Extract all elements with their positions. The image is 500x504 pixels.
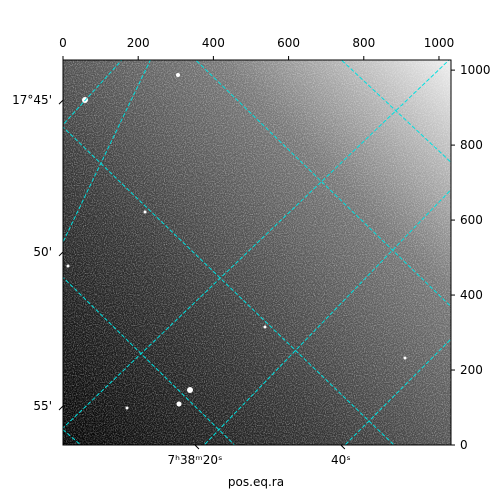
dec-tick bbox=[58, 405, 64, 411]
x-axis-label: pos.eq.ra bbox=[228, 475, 284, 489]
ra-tick-label: 40ˢ bbox=[331, 453, 351, 467]
y-tick-label: 600 bbox=[460, 213, 483, 227]
x-tick-label: 200 bbox=[127, 36, 150, 50]
dec-tick-label: 50' bbox=[33, 245, 52, 259]
ra-tick bbox=[340, 444, 346, 450]
x-tick-label: 0 bbox=[59, 36, 67, 50]
dec-tick-label: 17°45' bbox=[12, 93, 52, 107]
y-tick-label: 800 bbox=[460, 138, 483, 152]
x-tick-label: 800 bbox=[352, 36, 375, 50]
y-tick-label: 200 bbox=[460, 363, 483, 377]
x-tick-label: 400 bbox=[202, 36, 225, 50]
dec-tick-label: 55' bbox=[33, 399, 52, 413]
dec-tick bbox=[58, 99, 64, 105]
y-tick-label: 1000 bbox=[460, 63, 491, 77]
image bbox=[63, 60, 451, 445]
ra-tick bbox=[194, 444, 200, 450]
dec-tick bbox=[58, 251, 64, 257]
y-tick-label: 400 bbox=[460, 288, 483, 302]
ra-tick-label: 7ʰ38ᵐ20ˢ bbox=[167, 453, 222, 467]
x-tick-label: 600 bbox=[277, 36, 300, 50]
x-tick-label: 1000 bbox=[424, 36, 455, 50]
y-tick-label: 0 bbox=[460, 438, 468, 452]
